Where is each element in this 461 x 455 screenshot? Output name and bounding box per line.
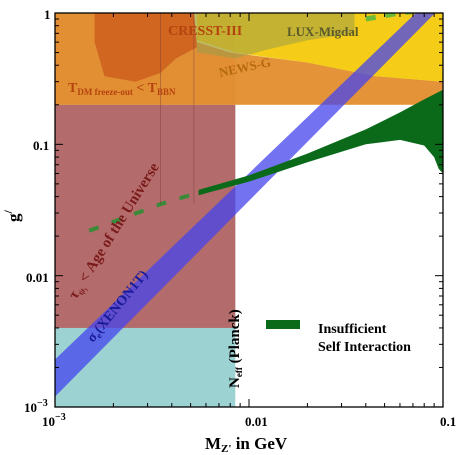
- y-axis-label: g/: [1, 210, 23, 223]
- label-neff: Neff (Planck): [227, 309, 244, 388]
- y-tick-label-2: 0.01: [26, 270, 49, 285]
- legend-swatch: [266, 320, 300, 329]
- y-tick-label-1: 10−3: [24, 398, 48, 415]
- region-lux: [193, 13, 355, 59]
- legend-line-1: Insufficient: [318, 322, 387, 337]
- xenon-band: [55, 13, 436, 397]
- label-cresst: CRESST-III: [168, 24, 242, 39]
- y-tick-label-3: 0.1: [33, 138, 49, 153]
- label-freeze: TDM freeze-out < TBBN: [68, 81, 176, 97]
- sidm-band: [198, 89, 443, 196]
- tick-marks: [54, 12, 444, 408]
- x-tick-label-3: 0.1: [440, 414, 456, 429]
- x-tick-label-2: 0.01: [245, 414, 268, 429]
- region-cresst-dark: [94, 13, 198, 82]
- legend-line-2: Self Interaction: [318, 340, 411, 355]
- label-lux: LUX-Migdal: [287, 24, 359, 39]
- y-tick-label-4: 1: [44, 7, 51, 22]
- x-axis-label: MZ' in GeV: [205, 434, 288, 455]
- plot-area: [55, 13, 443, 407]
- x-tick-label-1: 10−3: [42, 412, 66, 429]
